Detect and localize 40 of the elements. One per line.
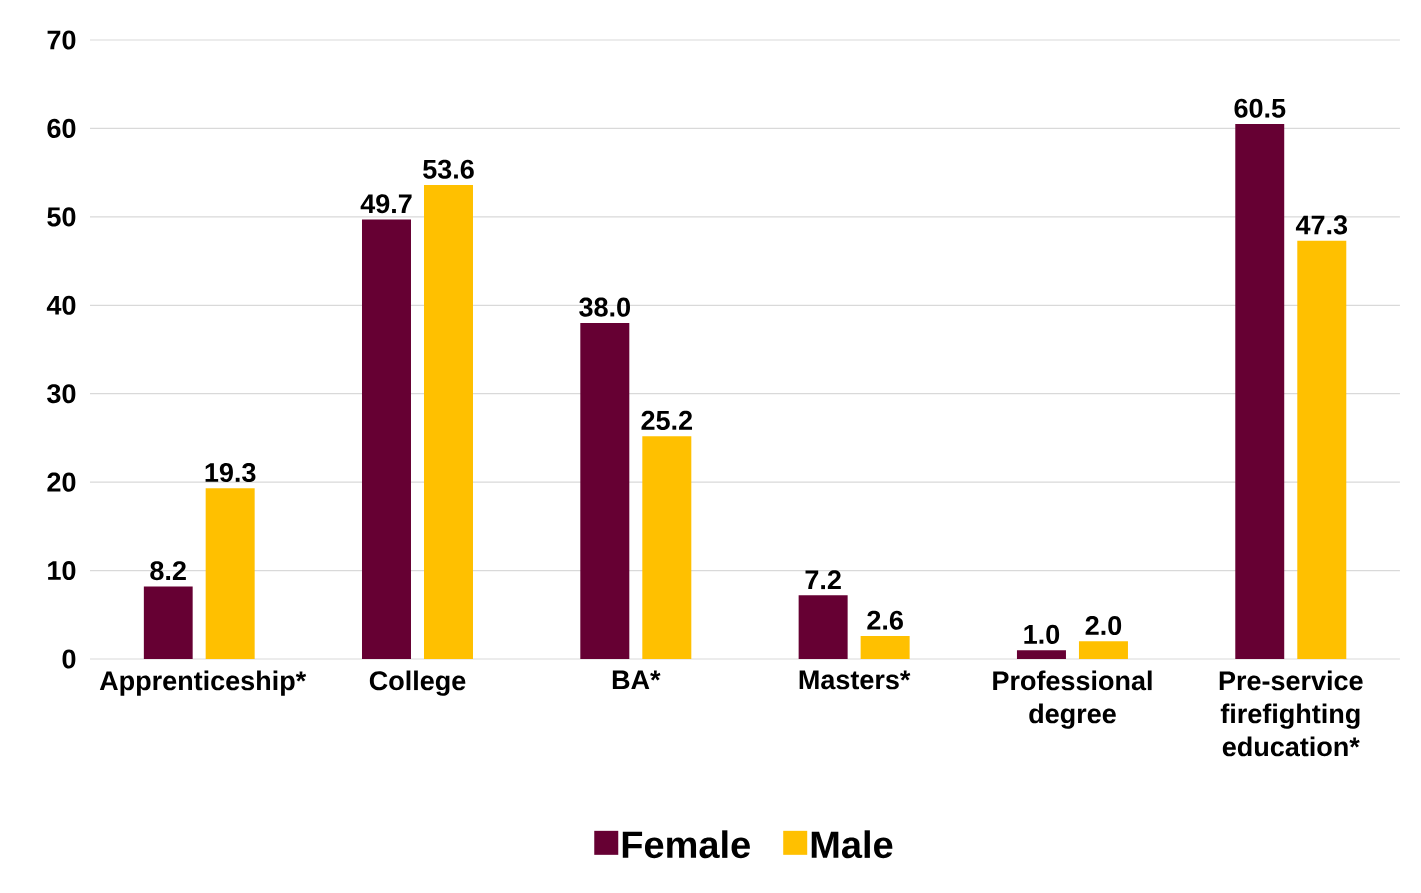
y-tick-label: 40 — [46, 295, 76, 315]
y-tick-label: 70 — [47, 30, 76, 50]
y-tick-label: 20 — [47, 472, 76, 492]
x-tick-label: College — [369, 670, 466, 696]
data-label: 2.0 — [1085, 615, 1122, 636]
data-label: 2.6 — [867, 610, 903, 630]
bar — [1297, 240, 1347, 659]
data-label: 19.3 — [205, 462, 256, 483]
bar — [361, 219, 411, 659]
y-tick-label: 30 — [47, 384, 76, 404]
data-label: 7.2 — [805, 570, 841, 590]
y-tick-label: 50 — [47, 207, 76, 227]
data-label: 49.7 — [360, 194, 412, 214]
data-label: 60.5 — [1234, 98, 1286, 118]
x-tick-label: Professional degree — [993, 670, 1152, 729]
bar — [205, 488, 255, 659]
bar — [1016, 650, 1066, 659]
data-label: 47.3 — [1295, 215, 1348, 235]
bar — [580, 322, 630, 659]
bar — [860, 636, 910, 659]
legend-label: Male — [811, 830, 893, 859]
bar — [143, 586, 193, 659]
data-label: 8.2 — [150, 561, 186, 581]
data-label: 38.0 — [579, 297, 630, 317]
x-tick-label: Masters* — [799, 670, 911, 690]
y-tick-label: 0 — [62, 649, 76, 669]
bar — [423, 185, 473, 659]
bar — [1078, 641, 1128, 659]
y-tick-label: 60 — [47, 118, 76, 138]
bar — [642, 436, 692, 659]
data-label: 25.2 — [641, 410, 693, 430]
data-label: 1.0 — [1024, 624, 1060, 644]
data-label: 53.6 — [423, 159, 474, 179]
x-tick-label: Apprenticeship* — [99, 670, 307, 696]
bar — [1235, 124, 1285, 659]
legend-label: Female — [622, 830, 750, 859]
y-tick-label: 10 — [48, 561, 76, 581]
x-tick-label: BA* — [612, 670, 661, 690]
x-tick-label: Pre-service firefighting education* — [1219, 670, 1363, 757]
bar — [798, 595, 848, 659]
